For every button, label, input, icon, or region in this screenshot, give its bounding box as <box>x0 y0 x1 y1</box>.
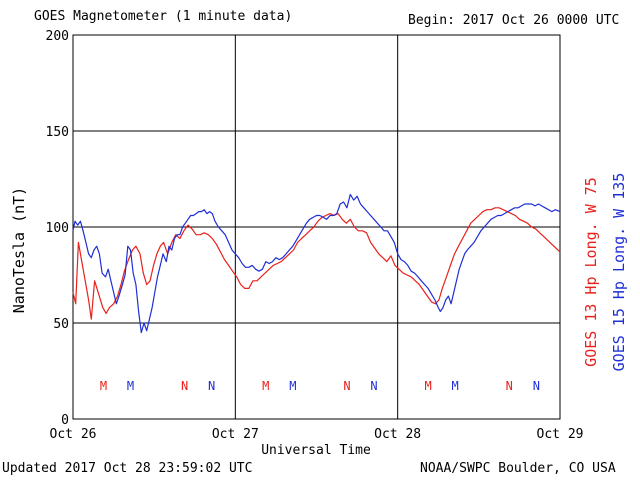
marker-m: M <box>452 379 459 393</box>
marker-n: N <box>181 379 188 393</box>
marker-m: M <box>262 379 269 393</box>
grid-lines <box>72 34 561 420</box>
marker-m: M <box>127 379 134 393</box>
x-tick-label: Oct 26 <box>50 427 97 442</box>
updated-timestamp: Updated 2017 Oct 28 23:59:02 UTC <box>2 461 253 476</box>
legend-goes15: GOES 15 Hp Long. W 135 <box>610 173 628 372</box>
marker-n: N <box>533 379 540 393</box>
y-tick-label: 150 <box>46 125 69 140</box>
marker-m: M <box>424 379 431 393</box>
marker-n: N <box>343 379 350 393</box>
marker-m: M <box>289 379 296 393</box>
axis-labels: 0 50 100 150 200 Oct 26 Oct 27 Oct 28 Oct 29 <box>46 29 584 442</box>
marker-m: M <box>100 379 107 393</box>
y-axis-label: NanoTesla (nT) <box>10 187 28 313</box>
y-tick-label: 200 <box>46 29 69 44</box>
marker-n: N <box>208 379 215 393</box>
chart-title: GOES Magnetometer (1 minute data) <box>34 9 293 24</box>
x-tick-label: Oct 28 <box>374 427 421 442</box>
x-tick-label: Oct 27 <box>212 427 259 442</box>
series-layer <box>72 193 561 334</box>
series-line-goes-13-hp <box>72 207 561 320</box>
begin-time: Begin: 2017 Oct 26 0000 UTC <box>408 13 620 28</box>
x-tick-label: Oct 29 <box>537 427 584 442</box>
y-tick-label: 100 <box>46 221 69 236</box>
marker-n: N <box>506 379 513 393</box>
x-axis-label: Universal Time <box>261 443 371 458</box>
credit-text: NOAA/SWPC Boulder, CO USA <box>420 461 616 476</box>
y-tick-label: 50 <box>53 317 69 332</box>
legend-goes13: GOES 13 Hp Long. W 75 <box>582 177 600 367</box>
marker-n: N <box>370 379 377 393</box>
y-tick-label: 0 <box>61 413 69 428</box>
series-line-goes-15-hp <box>72 193 561 334</box>
